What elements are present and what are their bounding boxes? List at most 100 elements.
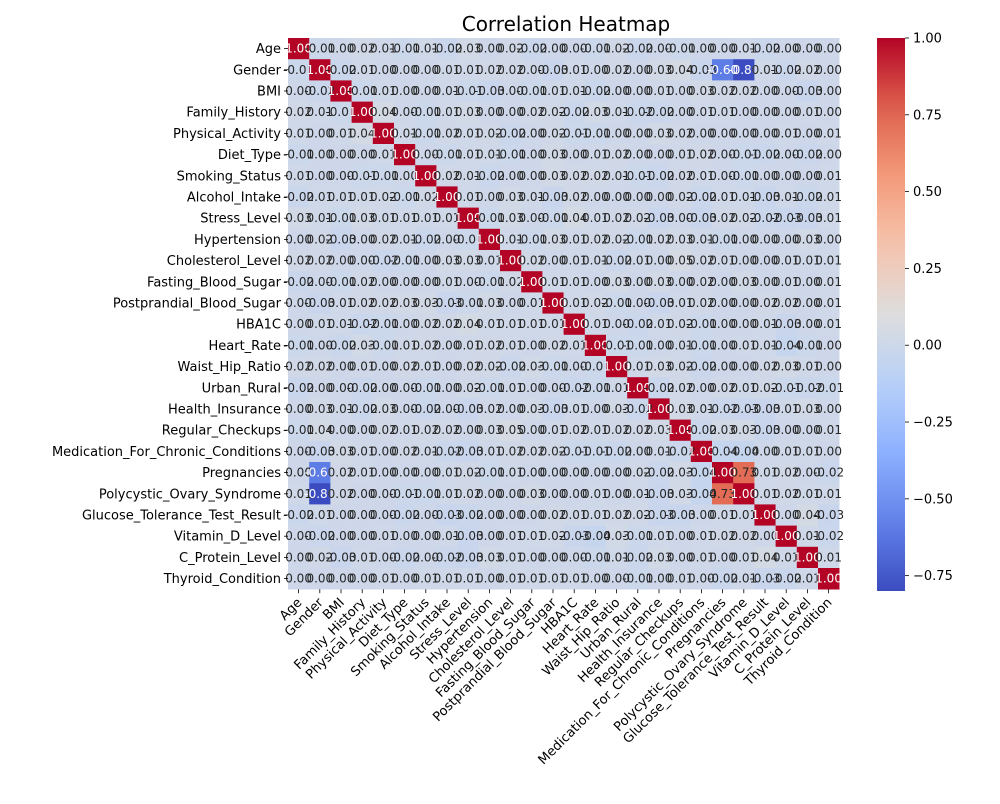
y-tick-label: Health_Insurance [168,403,281,418]
heatmap-cell [712,271,734,293]
heatmap-cell [288,80,310,102]
heatmap-cell [712,122,734,145]
heatmap-cell [436,122,458,145]
heatmap-cell [775,144,798,166]
heatmap-cell [584,228,607,251]
heatmap-cell [712,101,734,124]
heatmap-cell [690,462,713,484]
heatmap-cell [436,525,458,548]
cell-annotation: 0.01 [815,190,842,204]
heatmap-cell [606,334,628,357]
heatmap-cell [351,334,374,357]
heatmap-cell [542,398,564,420]
heatmap-cell [606,59,628,81]
heatmap-cell [542,377,564,399]
heatmap-cell [457,525,480,548]
cell-annotation: -0.02 [813,466,844,480]
heatmap-cell [733,38,755,60]
heatmap-cell [542,186,564,208]
heatmap-cell [733,165,755,187]
y-tick-label: Glucose_Tolerance_Test_Result [82,509,281,524]
cell-annotation: -0.01 [813,381,844,395]
heatmap-cell [563,356,586,378]
heatmap-cell [648,419,670,442]
heatmap-cell [288,377,310,399]
heatmap-cell [818,101,840,124]
heatmap-cell [754,483,776,505]
heatmap-cell [457,271,480,293]
heatmap-cell [394,525,416,548]
heatmap-cell [796,525,819,548]
heatmap-cell [288,165,310,187]
heatmap-cell [542,101,564,124]
heatmap-cell [500,419,522,442]
heatmap-cell [712,228,734,251]
heatmap-cell [478,525,501,548]
heatmap-cell [733,292,755,314]
heatmap-cell [500,80,522,102]
heatmap-cell [648,271,670,293]
heatmap-cell [415,525,437,548]
heatmap-cell [457,228,480,251]
heatmap-cell [542,59,564,81]
heatmap-cell [563,419,586,442]
heatmap-cell [330,462,352,484]
heatmap-cell [436,356,458,378]
heatmap-cell [309,356,331,378]
heatmap-cell [796,377,819,399]
y-tick-label: Diet_Type [218,148,281,163]
heatmap-cell [627,144,649,166]
heatmap-cell [394,462,416,484]
heatmap-cell [436,440,458,463]
heatmap-cell [754,377,776,399]
heatmap-cell [288,334,310,357]
heatmap-cell [754,101,776,124]
heatmap-cell [436,38,458,60]
heatmap-cell [288,483,310,505]
heatmap-cell [796,313,819,336]
heatmap-cell [521,186,543,208]
heatmap-cell [690,525,713,548]
heatmap-cell [648,462,670,484]
heatmap-cell [690,398,713,420]
heatmap-cell [690,377,713,399]
heatmap-cell [330,101,352,124]
heatmap-cell [288,101,310,124]
heatmap-cell [754,207,776,230]
heatmap-cell [500,546,522,569]
heatmap-cell [521,398,543,420]
heatmap-cell [309,122,331,145]
heatmap-cell [563,59,586,81]
heatmap-cell [521,483,543,505]
heatmap-cell [733,228,755,251]
heatmap-cell [330,483,352,505]
heatmap-cell [796,292,819,314]
heatmap-cell [712,483,734,505]
heatmap-cell [372,228,395,251]
heatmap-cell [457,313,480,336]
y-tick-label: Medication_For_Chronic_Conditions [52,445,281,460]
heatmap-cell [542,38,564,60]
heatmap-cell [584,80,607,102]
heatmap-cell [457,440,480,463]
heatmap-cell [521,440,543,463]
heatmap-cell [818,250,840,272]
heatmap-cell [690,483,713,505]
heatmap-cell [330,250,352,272]
heatmap-cell [436,228,458,251]
heatmap-cell [457,80,480,102]
heatmap-cell [690,313,713,336]
heatmap-cell [818,546,840,569]
heatmap-cell [542,292,564,314]
y-tick-label: Family_History [186,106,281,121]
heatmap-cell [330,398,352,420]
heatmap-cell [394,38,416,60]
heatmap-cell [436,483,458,505]
y-tick-label: BMI [257,85,281,100]
heatmap-cell [606,228,628,251]
heatmap-cell [394,440,416,463]
heatmap-cell [584,356,607,378]
heatmap-cell [372,59,395,81]
heatmap-cell [330,525,352,548]
heatmap-cell [627,122,649,145]
